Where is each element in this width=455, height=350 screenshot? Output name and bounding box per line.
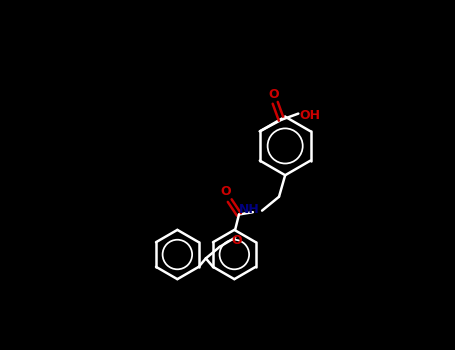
Text: NH: NH [239, 203, 260, 216]
Text: OH: OH [300, 108, 321, 122]
Text: O: O [231, 234, 242, 247]
Text: O: O [221, 185, 231, 198]
Text: O: O [268, 88, 279, 101]
